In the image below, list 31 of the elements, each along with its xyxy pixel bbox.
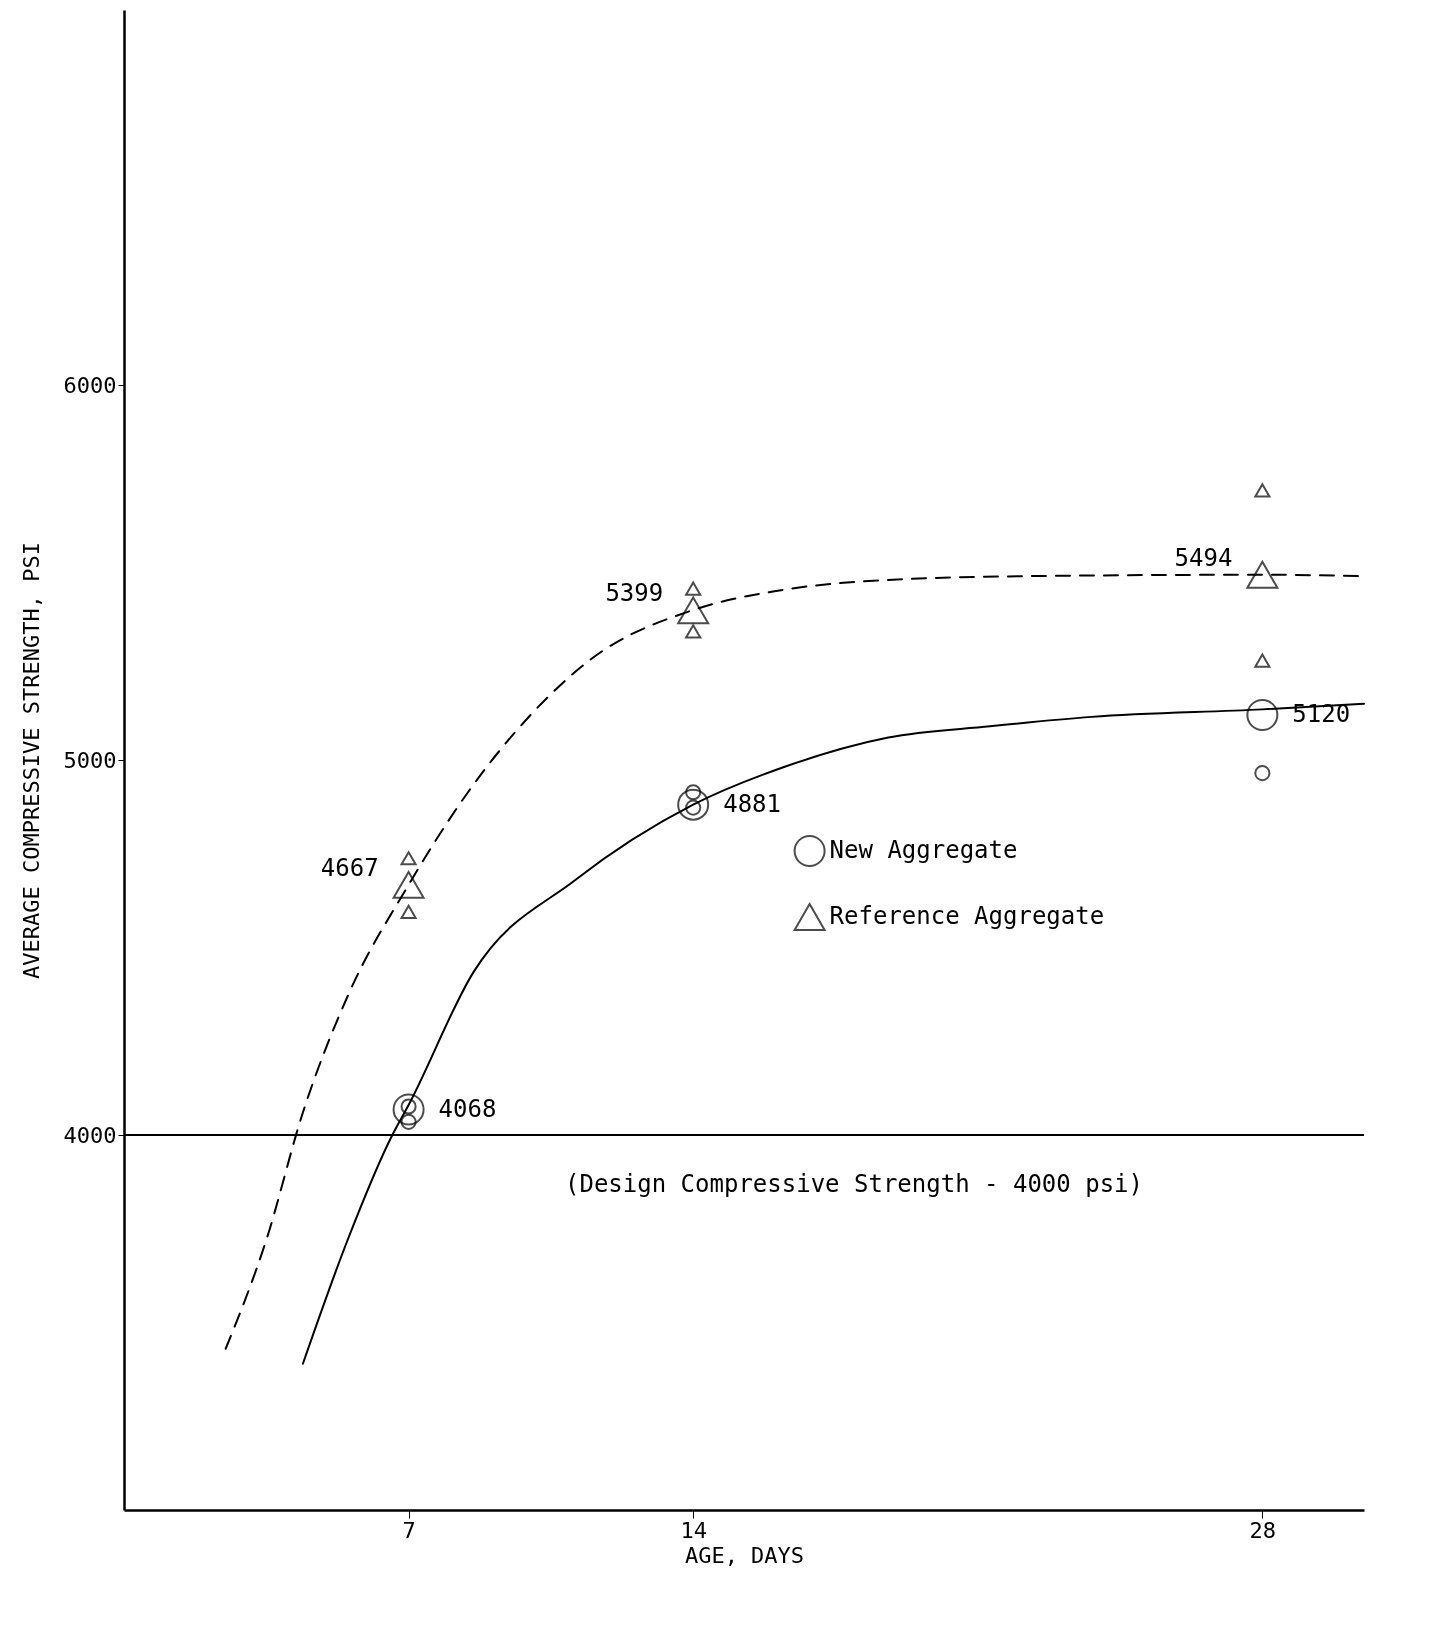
- data-label: 4667: [320, 853, 379, 882]
- point: [1254, 653, 1271, 668]
- legend-label: New Aggregate: [829, 836, 1018, 864]
- x-tick-label: 7: [402, 1517, 416, 1543]
- x-tick-label: 14: [680, 1517, 707, 1543]
- point: [1246, 560, 1279, 589]
- point: [677, 596, 710, 625]
- y-axis-title: AVERAGE COMPRESSIVE STRENGTH, PSI: [18, 541, 44, 980]
- ref-line-label: (Design Compressive Strength - 4000 psi): [565, 1170, 1143, 1198]
- y-tick-label: 5000: [63, 747, 117, 773]
- point: [685, 581, 702, 596]
- data-label: 4881: [723, 789, 781, 818]
- y-tick-label: 6000: [63, 372, 117, 398]
- point: [1246, 699, 1279, 731]
- point: [1254, 765, 1271, 782]
- point: [400, 851, 417, 866]
- point: [1254, 483, 1271, 498]
- x-tick-label: 28: [1249, 1517, 1277, 1543]
- point: [400, 904, 417, 919]
- point: [392, 1093, 425, 1126]
- x-axis-title: AGE, DAYS: [684, 1542, 805, 1568]
- y-tick-label: 4000: [63, 1122, 117, 1148]
- point: [685, 784, 702, 801]
- data-label: 5494: [1174, 543, 1233, 572]
- legend-label: Reference Aggregate: [829, 902, 1105, 930]
- point: [685, 624, 702, 639]
- point: [392, 870, 425, 899]
- data-label: 4068: [438, 1094, 497, 1123]
- point: [677, 788, 710, 821]
- point: [400, 1113, 417, 1130]
- data-label: 5399: [605, 579, 664, 608]
